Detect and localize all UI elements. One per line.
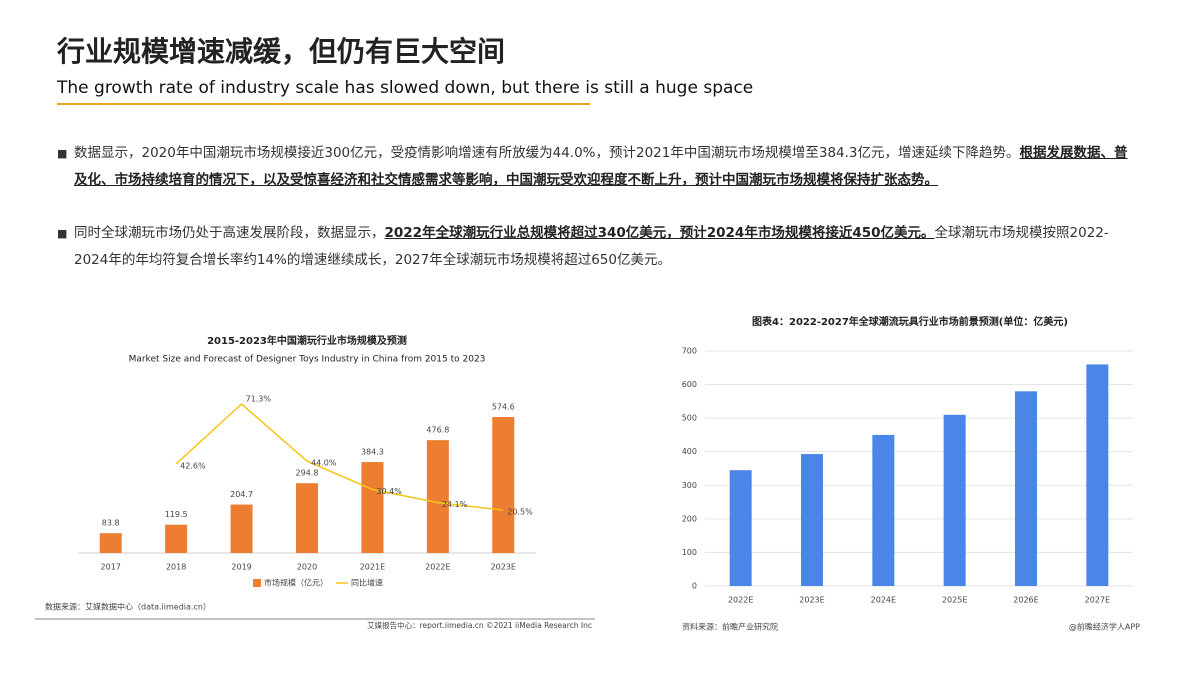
bullet-text: 数据显示，2020年中国潮玩市场规模接近300亿元，受疫情影响增速有所放缓为44… [74, 145, 1020, 161]
bullet: ■ 同时全球潮玩市场仍处于高速发展阶段，数据显示，2022年全球潮玩行业总规模将超… [57, 225, 1109, 268]
chart-title: 图表4：2022-2027年全球潮流玩具行业市场前景预测(单位：亿美元) [752, 315, 1068, 328]
bullet-text: 同时全球潮玩市场仍处于高速发展阶段，数据显示， [74, 225, 385, 241]
x-tick-label: 2022E [728, 596, 753, 605]
bar [943, 414, 966, 586]
bar [426, 440, 449, 553]
bar-value-label: 476.8 [426, 426, 449, 435]
bar [801, 454, 823, 586]
page-subtitle: The growth rate of industry scale has sl… [57, 78, 754, 98]
legend-label: 同比增速 [351, 578, 383, 588]
line-value-label: 44.0% [311, 459, 337, 468]
bullet: ■ 数据显示，2020年中国潮玩市场规模接近300亿元，受疫情影响增速有所放缓为4… [57, 145, 1128, 188]
bar-value-label: 204.7 [230, 490, 253, 499]
bar-value-label: 119.5 [165, 510, 188, 519]
bar [1015, 391, 1037, 586]
x-tick-label: 2020 [297, 563, 317, 572]
y-tick-label: 200 [682, 514, 697, 523]
bar-value-label: 384.3 [361, 448, 384, 457]
bullet-text: 2022年全球潮玩行业总规模将超过340亿美元，预计2024年市场规模将接近45… [384, 225, 935, 241]
legend-label: 市场规模（亿元） [264, 578, 328, 588]
x-tick-label: 2026E [1013, 596, 1038, 605]
y-tick-label: 700 [682, 347, 697, 356]
line-value-label: 71.3% [246, 395, 272, 404]
bar [99, 533, 122, 553]
bar [296, 483, 318, 553]
x-tick-label: 2022E [425, 563, 450, 572]
y-tick-label: 0 [692, 582, 697, 591]
bar [1086, 364, 1109, 586]
footer-note: 艾媒报告中心：report.iimedia.cn ©2021 iiMedia R… [367, 620, 592, 630]
bar-value-label: 294.8 [296, 469, 319, 478]
line-value-label: 24.1% [442, 500, 468, 509]
x-tick-label: 2024E [871, 596, 896, 605]
source-note: 资料来源：前瞻产业研究院 [682, 622, 778, 632]
y-tick-label: 300 [682, 481, 697, 490]
y-tick-label: 500 [682, 414, 697, 423]
x-tick-label: 2018 [166, 563, 186, 572]
x-tick-label: 2025E [942, 596, 967, 605]
bar-value-label: 574.6 [492, 403, 515, 412]
bar-value-label: 83.8 [102, 519, 120, 528]
x-tick-label: 2023E [491, 563, 516, 572]
bar [492, 417, 515, 553]
title-rule [57, 103, 590, 105]
bar [165, 524, 188, 553]
x-tick-label: 2023E [799, 596, 824, 605]
bar [230, 504, 253, 553]
footer-note: @前瞻经济学人APP [1069, 622, 1140, 632]
bullet-text: 全球潮玩市场规模按照2022-2024年的年均符复合增长率约14%的增速继续成长… [74, 225, 1109, 268]
bullet-text: 根据发展数据、普及化、市场持续培育的情况下，以及受惊喜经济和社交情感需求等影响，… [74, 145, 1128, 188]
chart-subtitle: Market Size and Forecast of Designer Toy… [129, 355, 486, 365]
bar [361, 462, 384, 553]
x-tick-label: 2027E [1085, 596, 1110, 605]
y-tick-label: 400 [682, 447, 697, 456]
line-value-label: 30.4% [376, 487, 402, 496]
chart-title: 2015-2023年中国潮玩行业市场规模及预测 [207, 334, 407, 347]
y-tick-label: 100 [682, 548, 697, 557]
x-tick-label: 2017 [101, 563, 121, 572]
legend-swatch [253, 579, 261, 587]
x-tick-label: 2019 [231, 563, 251, 572]
y-tick-label: 600 [682, 380, 697, 389]
bar [872, 434, 895, 586]
bar [729, 470, 752, 586]
line [175, 402, 504, 511]
x-tick-label: 2021E [360, 563, 385, 572]
page-title: 行业规模增速减缓，但仍有巨大空间 [57, 35, 506, 68]
source-note: 数据来源：艾媒数据中心（data.iimedia.cn） [45, 602, 211, 612]
line-value-label: 42.6% [180, 461, 206, 470]
line-value-label: 20.5% [507, 508, 533, 517]
